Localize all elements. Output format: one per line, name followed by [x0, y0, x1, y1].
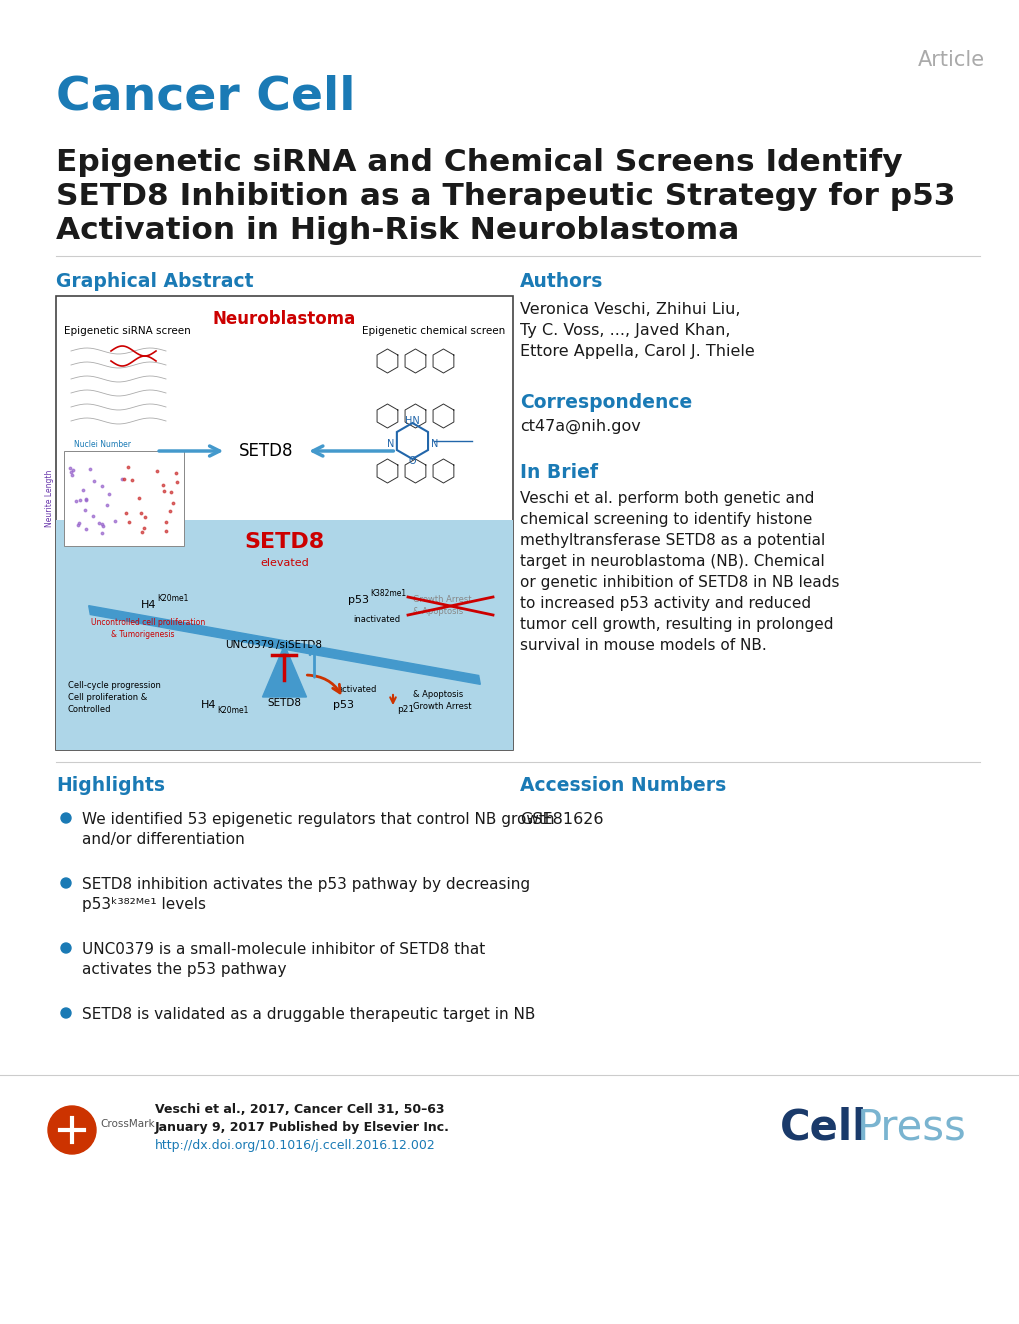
- Circle shape: [61, 878, 71, 888]
- Text: SETD8: SETD8: [245, 532, 324, 552]
- Text: January 9, 2017 Published by Elsevier Inc.: January 9, 2017 Published by Elsevier In…: [155, 1121, 449, 1133]
- Text: In Brief: In Brief: [520, 463, 597, 482]
- Bar: [56, 297, 513, 749]
- Text: SETD8 is validated as a druggable therapeutic target in NB: SETD8 is validated as a druggable therap…: [82, 1008, 535, 1022]
- Text: SETD8: SETD8: [267, 698, 302, 708]
- Text: p53: p53: [332, 700, 354, 710]
- Text: p53: p53: [347, 594, 369, 605]
- Circle shape: [48, 1106, 96, 1155]
- Text: Growth Arrest: Growth Arrest: [413, 594, 471, 604]
- FancyArrowPatch shape: [307, 675, 339, 692]
- Text: Cell: Cell: [780, 1106, 866, 1148]
- Text: Graphical Abstract: Graphical Abstract: [56, 271, 254, 291]
- Text: /siSETD8: /siSETD8: [276, 639, 322, 650]
- Text: Growth Arrest: Growth Arrest: [413, 702, 471, 711]
- Text: & Apoptosis: & Apoptosis: [413, 690, 463, 699]
- Polygon shape: [89, 605, 480, 685]
- Text: Uncontrolled cell proliferation: Uncontrolled cell proliferation: [91, 618, 205, 628]
- Text: K20me1: K20me1: [157, 594, 189, 602]
- Text: target in neuroblastoma (NB). Chemical: target in neuroblastoma (NB). Chemical: [520, 553, 824, 569]
- Text: N: N: [430, 440, 438, 449]
- Text: SETD8 Inhibition as a Therapeutic Strategy for p53: SETD8 Inhibition as a Therapeutic Strate…: [56, 181, 955, 211]
- Text: chemical screening to identify histone: chemical screening to identify histone: [520, 512, 811, 527]
- Bar: [56, 520, 513, 749]
- Text: Veschi et al. perform both genetic and: Veschi et al. perform both genetic and: [520, 491, 813, 506]
- Text: H4: H4: [141, 600, 156, 610]
- Circle shape: [61, 813, 71, 824]
- Text: Controlled: Controlled: [68, 704, 111, 714]
- Text: Article: Article: [917, 50, 984, 70]
- Text: methyltransferase SETD8 as a potential: methyltransferase SETD8 as a potential: [520, 534, 824, 548]
- FancyArrowPatch shape: [310, 646, 319, 677]
- Text: ct47a@nih.gov: ct47a@nih.gov: [520, 418, 640, 434]
- Text: K382me1: K382me1: [370, 589, 406, 598]
- Text: http://dx.doi.org/10.1016/j.ccell.2016.12.002: http://dx.doi.org/10.1016/j.ccell.2016.1…: [155, 1139, 435, 1152]
- Text: UNC0379 is a small-molecule inhibitor of SETD8 that: UNC0379 is a small-molecule inhibitor of…: [82, 941, 485, 957]
- Text: SETD8 inhibition activates the p53 pathway by decreasing: SETD8 inhibition activates the p53 pathw…: [82, 876, 530, 892]
- Text: tumor cell growth, resulting in prolonged: tumor cell growth, resulting in prolonge…: [520, 617, 833, 632]
- Text: Ettore Appella, Carol J. Thiele: Ettore Appella, Carol J. Thiele: [520, 344, 754, 359]
- Text: H4: H4: [201, 700, 216, 710]
- Text: K20me1: K20me1: [217, 706, 249, 715]
- Text: Neurite Length: Neurite Length: [46, 470, 54, 527]
- Text: O: O: [409, 455, 416, 466]
- Text: & Apoptosis: & Apoptosis: [413, 606, 463, 616]
- Text: p21: p21: [396, 704, 414, 714]
- Text: elevated: elevated: [260, 557, 309, 568]
- Text: activates the p53 pathway: activates the p53 pathway: [82, 963, 286, 977]
- Text: & Tumorigenesis: & Tumorigenesis: [111, 630, 174, 639]
- Text: p53ᵏ³⁸²ᴹᵉ¹ levels: p53ᵏ³⁸²ᴹᵉ¹ levels: [82, 896, 206, 912]
- Polygon shape: [262, 645, 306, 696]
- Text: Ty C. Voss, ..., Javed Khan,: Ty C. Voss, ..., Javed Khan,: [520, 323, 730, 338]
- Text: SETD8: SETD8: [238, 442, 293, 459]
- Text: Veronica Veschi, Zhihui Liu,: Veronica Veschi, Zhihui Liu,: [520, 302, 740, 316]
- Text: to increased p53 activity and reduced: to increased p53 activity and reduced: [520, 596, 810, 610]
- Text: HN: HN: [405, 416, 420, 426]
- Text: inactivated: inactivated: [353, 616, 399, 624]
- Text: Authors: Authors: [520, 271, 603, 291]
- Text: Correspondence: Correspondence: [520, 393, 692, 412]
- Text: N: N: [386, 440, 393, 449]
- Text: Cancer Cell: Cancer Cell: [56, 75, 356, 120]
- Text: Press: Press: [856, 1106, 966, 1148]
- Text: Epigenetic chemical screen: Epigenetic chemical screen: [362, 326, 504, 336]
- Circle shape: [61, 1008, 71, 1018]
- Circle shape: [61, 943, 71, 953]
- Text: activated: activated: [337, 685, 377, 694]
- Text: survival in mouse models of NB.: survival in mouse models of NB.: [520, 638, 766, 653]
- Text: Highlights: Highlights: [56, 776, 165, 794]
- Text: Cell proliferation &: Cell proliferation &: [68, 692, 147, 702]
- Text: CrossMark: CrossMark: [100, 1119, 155, 1129]
- Text: or genetic inhibition of SETD8 in NB leads: or genetic inhibition of SETD8 in NB lea…: [520, 575, 839, 591]
- Bar: [64, 451, 183, 545]
- Text: UNC0379: UNC0379: [225, 639, 274, 650]
- Text: Accession Numbers: Accession Numbers: [520, 776, 726, 794]
- Text: Cell-cycle progression: Cell-cycle progression: [68, 681, 161, 690]
- Text: GSE81626: GSE81626: [520, 812, 603, 828]
- Text: We identified 53 epigenetic regulators that control NB growth: We identified 53 epigenetic regulators t…: [82, 812, 554, 828]
- Text: Veschi et al., 2017, Cancer Cell 31, 50–63: Veschi et al., 2017, Cancer Cell 31, 50–…: [155, 1103, 444, 1116]
- Text: Epigenetic siRNA and Chemical Screens Identify: Epigenetic siRNA and Chemical Screens Id…: [56, 148, 902, 177]
- Text: Epigenetic siRNA screen: Epigenetic siRNA screen: [64, 326, 191, 336]
- Text: Nuclei Number: Nuclei Number: [74, 440, 130, 449]
- Text: and/or differentiation: and/or differentiation: [82, 831, 245, 847]
- Text: Activation in High-Risk Neuroblastoma: Activation in High-Risk Neuroblastoma: [56, 216, 739, 245]
- Text: Neuroblastoma: Neuroblastoma: [213, 310, 356, 328]
